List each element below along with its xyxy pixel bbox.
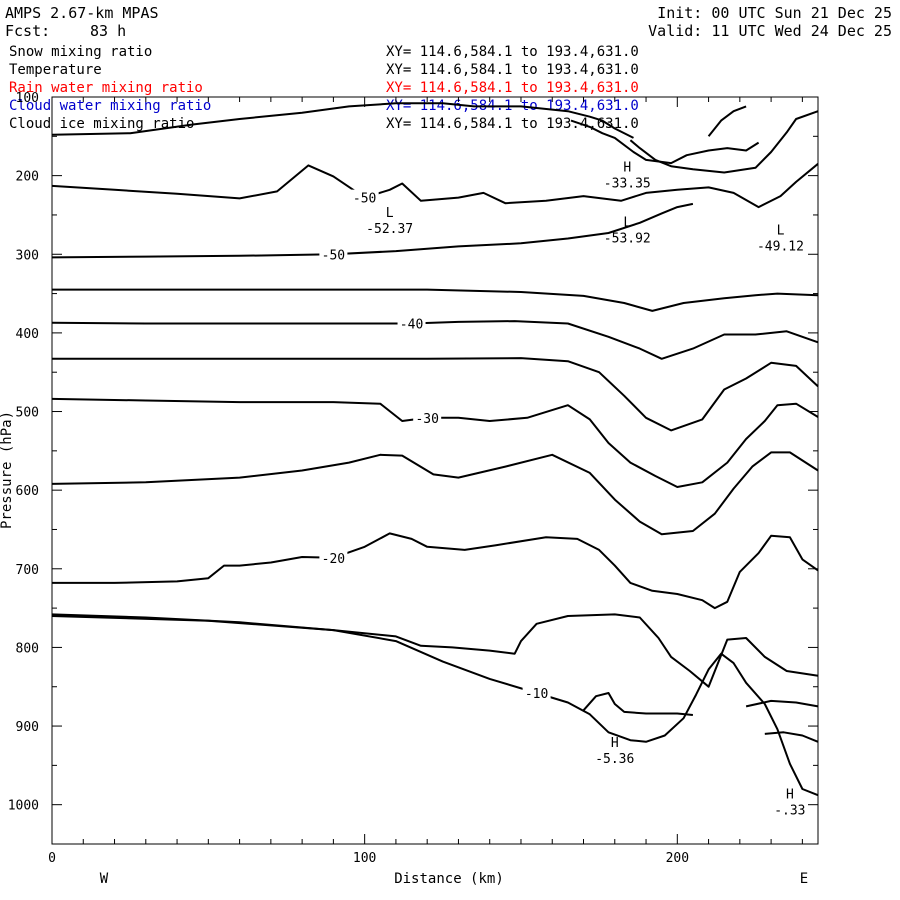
x-tick-label: 100 (353, 851, 376, 866)
y-axis-label: Pressure (hPa) (0, 411, 15, 529)
x-tick-label: 0 (48, 851, 56, 866)
contour-line (51, 163, 819, 209)
extremum-value: -49.12 (757, 240, 804, 255)
extremum-type: L (777, 224, 785, 239)
y-tick-label: 800 (16, 641, 39, 656)
contour-label-bg (397, 315, 426, 332)
field-xy-range: XY= 114.6,584.1 to 193.4,631.0 (386, 80, 639, 96)
east-label: E (800, 871, 808, 887)
y-tick-label: 400 (16, 327, 39, 342)
y-tick-label: 100 (16, 91, 39, 106)
contour-label-bg (319, 549, 348, 566)
y-tick-label: 600 (16, 484, 39, 499)
contour-line (51, 451, 819, 536)
field-xy-range: XY= 114.6,584.1 to 193.4,631.0 (386, 62, 639, 78)
contour-line (570, 119, 760, 165)
y-tick-label: 300 (16, 248, 39, 263)
y-tick-label: 1000 (8, 799, 39, 814)
extremum-value: -33.35 (604, 177, 651, 192)
contour-line (52, 288, 819, 312)
contour-label-bg (350, 189, 379, 206)
x-tick-label: 200 (666, 851, 689, 866)
extremum-value: -52.37 (366, 222, 413, 237)
extremum-type: H (611, 736, 619, 751)
contour-line (51, 102, 634, 139)
field-name: Temperature (9, 62, 102, 78)
field-name: Cloud ice mixing ratio (9, 116, 195, 132)
extremum-type: H (623, 161, 631, 176)
y-tick-label: 500 (16, 406, 39, 421)
contour-label: -50 (322, 248, 345, 263)
contour-line (51, 397, 819, 488)
contour-line (52, 357, 819, 432)
init-time: Init: 00 UTC Sun 21 Dec 25 (657, 4, 892, 22)
contour-line (707, 105, 747, 137)
forecast-label: Fcst: (5, 22, 51, 40)
model-title: AMPS 2.67-km MPAS (5, 4, 159, 22)
x-axis-label: Distance (km) (394, 871, 504, 887)
contour-label: -10 (525, 687, 548, 702)
contour-label: -20 (322, 552, 345, 567)
contour-label: -40 (400, 317, 423, 332)
valid-time: Valid: 11 UTC Wed 24 Dec 25 (648, 22, 892, 40)
contour-line (629, 110, 819, 174)
y-tick-label: 700 (16, 563, 39, 578)
contour-line (52, 532, 819, 610)
extrema-labels: H-33.35L-52.37 L-53.92L-49.12H-5.36H-.33 (366, 161, 805, 819)
field-name: Rain water mixing ratio (9, 80, 203, 96)
extremum-value: -5.36 (595, 752, 634, 767)
extremum-value: -53.92 (604, 232, 651, 247)
contour-label-bg (522, 685, 551, 702)
extremum-type: L (386, 206, 394, 221)
field-name: Snow mixing ratio (9, 44, 153, 60)
contour-line (51, 202, 694, 259)
contour-label-bg (319, 246, 348, 263)
contour-line (582, 692, 693, 716)
contour-line (745, 699, 819, 708)
field-name: Cloud water mixing ratio (9, 98, 212, 114)
field-xy-range: XY= 114.6,584.1 to 193.4,631.0 (386, 44, 639, 60)
extremum-value: -.33 (774, 803, 805, 818)
contour-label-bg (413, 409, 442, 426)
plot-axes: 0 100 200 100 200 300 400 500 600 700 800 900 1000 (8, 91, 819, 866)
extremum-type: L (623, 216, 631, 231)
contour-lines: -50 -50 -40 -30 -20 -10 (51, 102, 819, 797)
extremum-type: H (786, 787, 794, 802)
y-tick-label: 900 (16, 720, 39, 735)
contour-label: -30 (415, 412, 438, 427)
contour-line (51, 615, 819, 797)
plot-frame (51, 96, 819, 845)
forecast-hours: 83 h (90, 22, 127, 40)
contour-label: -50 (353, 192, 376, 207)
west-label: W (100, 871, 109, 887)
contour-line (51, 613, 819, 688)
contour-line (764, 731, 819, 743)
contour-line (51, 320, 819, 360)
y-tick-label: 200 (16, 170, 39, 185)
